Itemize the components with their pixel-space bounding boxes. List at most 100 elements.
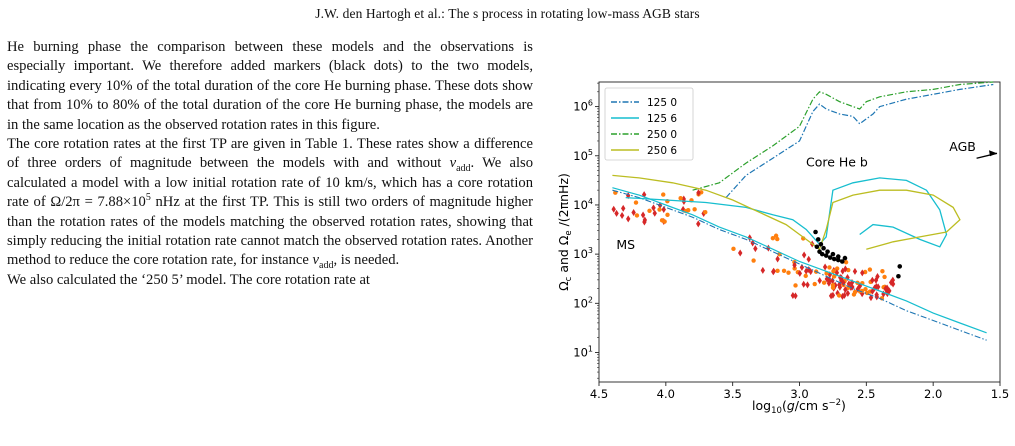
observation-star xyxy=(731,246,736,252)
model-tracks xyxy=(612,81,994,341)
he-burning-marker xyxy=(821,245,826,251)
observation-diamond xyxy=(738,249,743,257)
he-burning-marker xyxy=(819,251,825,257)
observation-diamond xyxy=(840,267,845,275)
observation-star xyxy=(657,207,662,212)
y-tick-label: 104 xyxy=(573,197,593,212)
observation-diamond xyxy=(661,205,666,213)
he-burning-marker xyxy=(831,256,837,262)
x-axis-label: log10(g/cm s−2) xyxy=(752,398,846,416)
x-tick-label: 3.5 xyxy=(724,387,742,401)
observation-star xyxy=(751,258,756,263)
observation-diamond xyxy=(696,220,701,228)
observation-star xyxy=(665,212,670,218)
he-burning-marker xyxy=(835,257,841,263)
observation-star xyxy=(831,268,836,274)
body-text: He burning phase the comparison between … xyxy=(7,38,533,290)
observation-diamond xyxy=(860,269,865,277)
observation-star xyxy=(831,274,837,279)
observation-diamond xyxy=(817,277,822,285)
observation-star xyxy=(863,286,868,292)
observation-diamond xyxy=(801,280,806,288)
he-burning-marker xyxy=(896,273,901,279)
observation-diamond xyxy=(793,292,798,300)
track-ms-125-6 xyxy=(612,187,987,334)
y-tick-label: 106 xyxy=(573,99,593,114)
observation-diamond xyxy=(619,212,625,220)
observation-star xyxy=(634,213,640,218)
observation-diamond xyxy=(839,275,844,283)
observation-diamond xyxy=(890,280,896,288)
observation-star xyxy=(773,233,779,238)
observation-star xyxy=(812,281,817,287)
x-tick-label: 3.0 xyxy=(790,387,808,401)
observation-diamond xyxy=(840,292,845,300)
observation-diamond xyxy=(801,251,807,259)
track-125-0 xyxy=(725,83,994,199)
track-250-6 xyxy=(612,174,961,251)
observation-diamond xyxy=(611,205,616,213)
x-tick-label: 2.0 xyxy=(924,387,942,401)
observation-diamond xyxy=(614,209,619,217)
x-tick-label: 4.5 xyxy=(590,387,608,401)
running-header: J.W. den Hartogh et al.: The s process i… xyxy=(315,6,700,21)
observation-star xyxy=(781,268,787,273)
annotation-agb: AGB xyxy=(949,139,976,154)
track-ms-125-0 xyxy=(612,189,987,341)
he-burning-marker xyxy=(823,253,829,258)
observation-star xyxy=(880,269,885,274)
y-tick-label: 105 xyxy=(573,148,593,163)
he-burning-marker xyxy=(839,259,845,264)
figure-rotation-rates: 4.5 4.0 3.5 3.0 2.5 2.0 1.5 101 102 103 104 105 106 … xyxy=(548,60,1015,441)
observation-star xyxy=(836,293,842,298)
x-tick-label: 4.0 xyxy=(657,387,675,401)
observation-markers xyxy=(611,189,896,302)
annotations: MS Core He b AGB xyxy=(616,139,998,252)
he-burning-marker xyxy=(815,237,821,242)
paragraph-1: He burning phase the comparison between … xyxy=(7,39,534,133)
observation-diamond xyxy=(681,195,686,203)
observation-diamond xyxy=(834,269,840,277)
observation-star xyxy=(821,280,827,285)
annotation-core-he-b: Core He b xyxy=(806,155,868,170)
x-tick-label: 2.5 xyxy=(857,387,875,401)
observation-star xyxy=(843,260,849,265)
legend-label: 250 0 xyxy=(647,129,677,141)
observation-star xyxy=(827,265,832,270)
legend: 125 0 125 6 250 0 250 6 xyxy=(604,87,694,161)
observation-diamond xyxy=(775,255,780,263)
he-burning-marker xyxy=(842,255,848,261)
observation-diamond xyxy=(843,286,848,294)
legend-label: 250 6 xyxy=(647,145,677,157)
track-125-6 xyxy=(625,177,948,248)
legend-label: 125 0 xyxy=(647,97,677,109)
observation-star xyxy=(793,283,798,288)
observation-star xyxy=(678,196,683,201)
observation-diamond xyxy=(828,292,834,300)
observation-diamond xyxy=(806,255,811,263)
y-tick-label: 101 xyxy=(573,344,593,359)
x-tick-label: 1.5 xyxy=(991,387,1009,401)
observation-star xyxy=(770,235,776,241)
observation-star xyxy=(661,192,666,197)
y-tick-label: 103 xyxy=(573,246,593,261)
he-burning-marker xyxy=(827,255,833,260)
observation-star xyxy=(786,270,791,275)
paragraph-2: The core rotation rates at the first TP … xyxy=(7,136,534,272)
legend-label: 125 6 xyxy=(647,113,677,125)
observation-diamond xyxy=(766,244,771,252)
agb-arrow-head xyxy=(989,150,997,157)
observation-star xyxy=(775,268,780,274)
observation-diamond xyxy=(852,267,858,275)
observation-star xyxy=(882,274,887,280)
observation-star xyxy=(830,283,836,288)
he-burning-marker xyxy=(830,251,836,257)
legend-box xyxy=(604,87,694,161)
observation-star xyxy=(803,273,808,279)
y-tick-label: 102 xyxy=(573,295,593,310)
observation-diamond xyxy=(805,281,810,289)
he-burning-marker xyxy=(897,264,903,269)
he-burning-marker xyxy=(825,249,830,254)
he-burning-marker xyxy=(813,229,818,235)
observation-diamond xyxy=(652,209,657,217)
